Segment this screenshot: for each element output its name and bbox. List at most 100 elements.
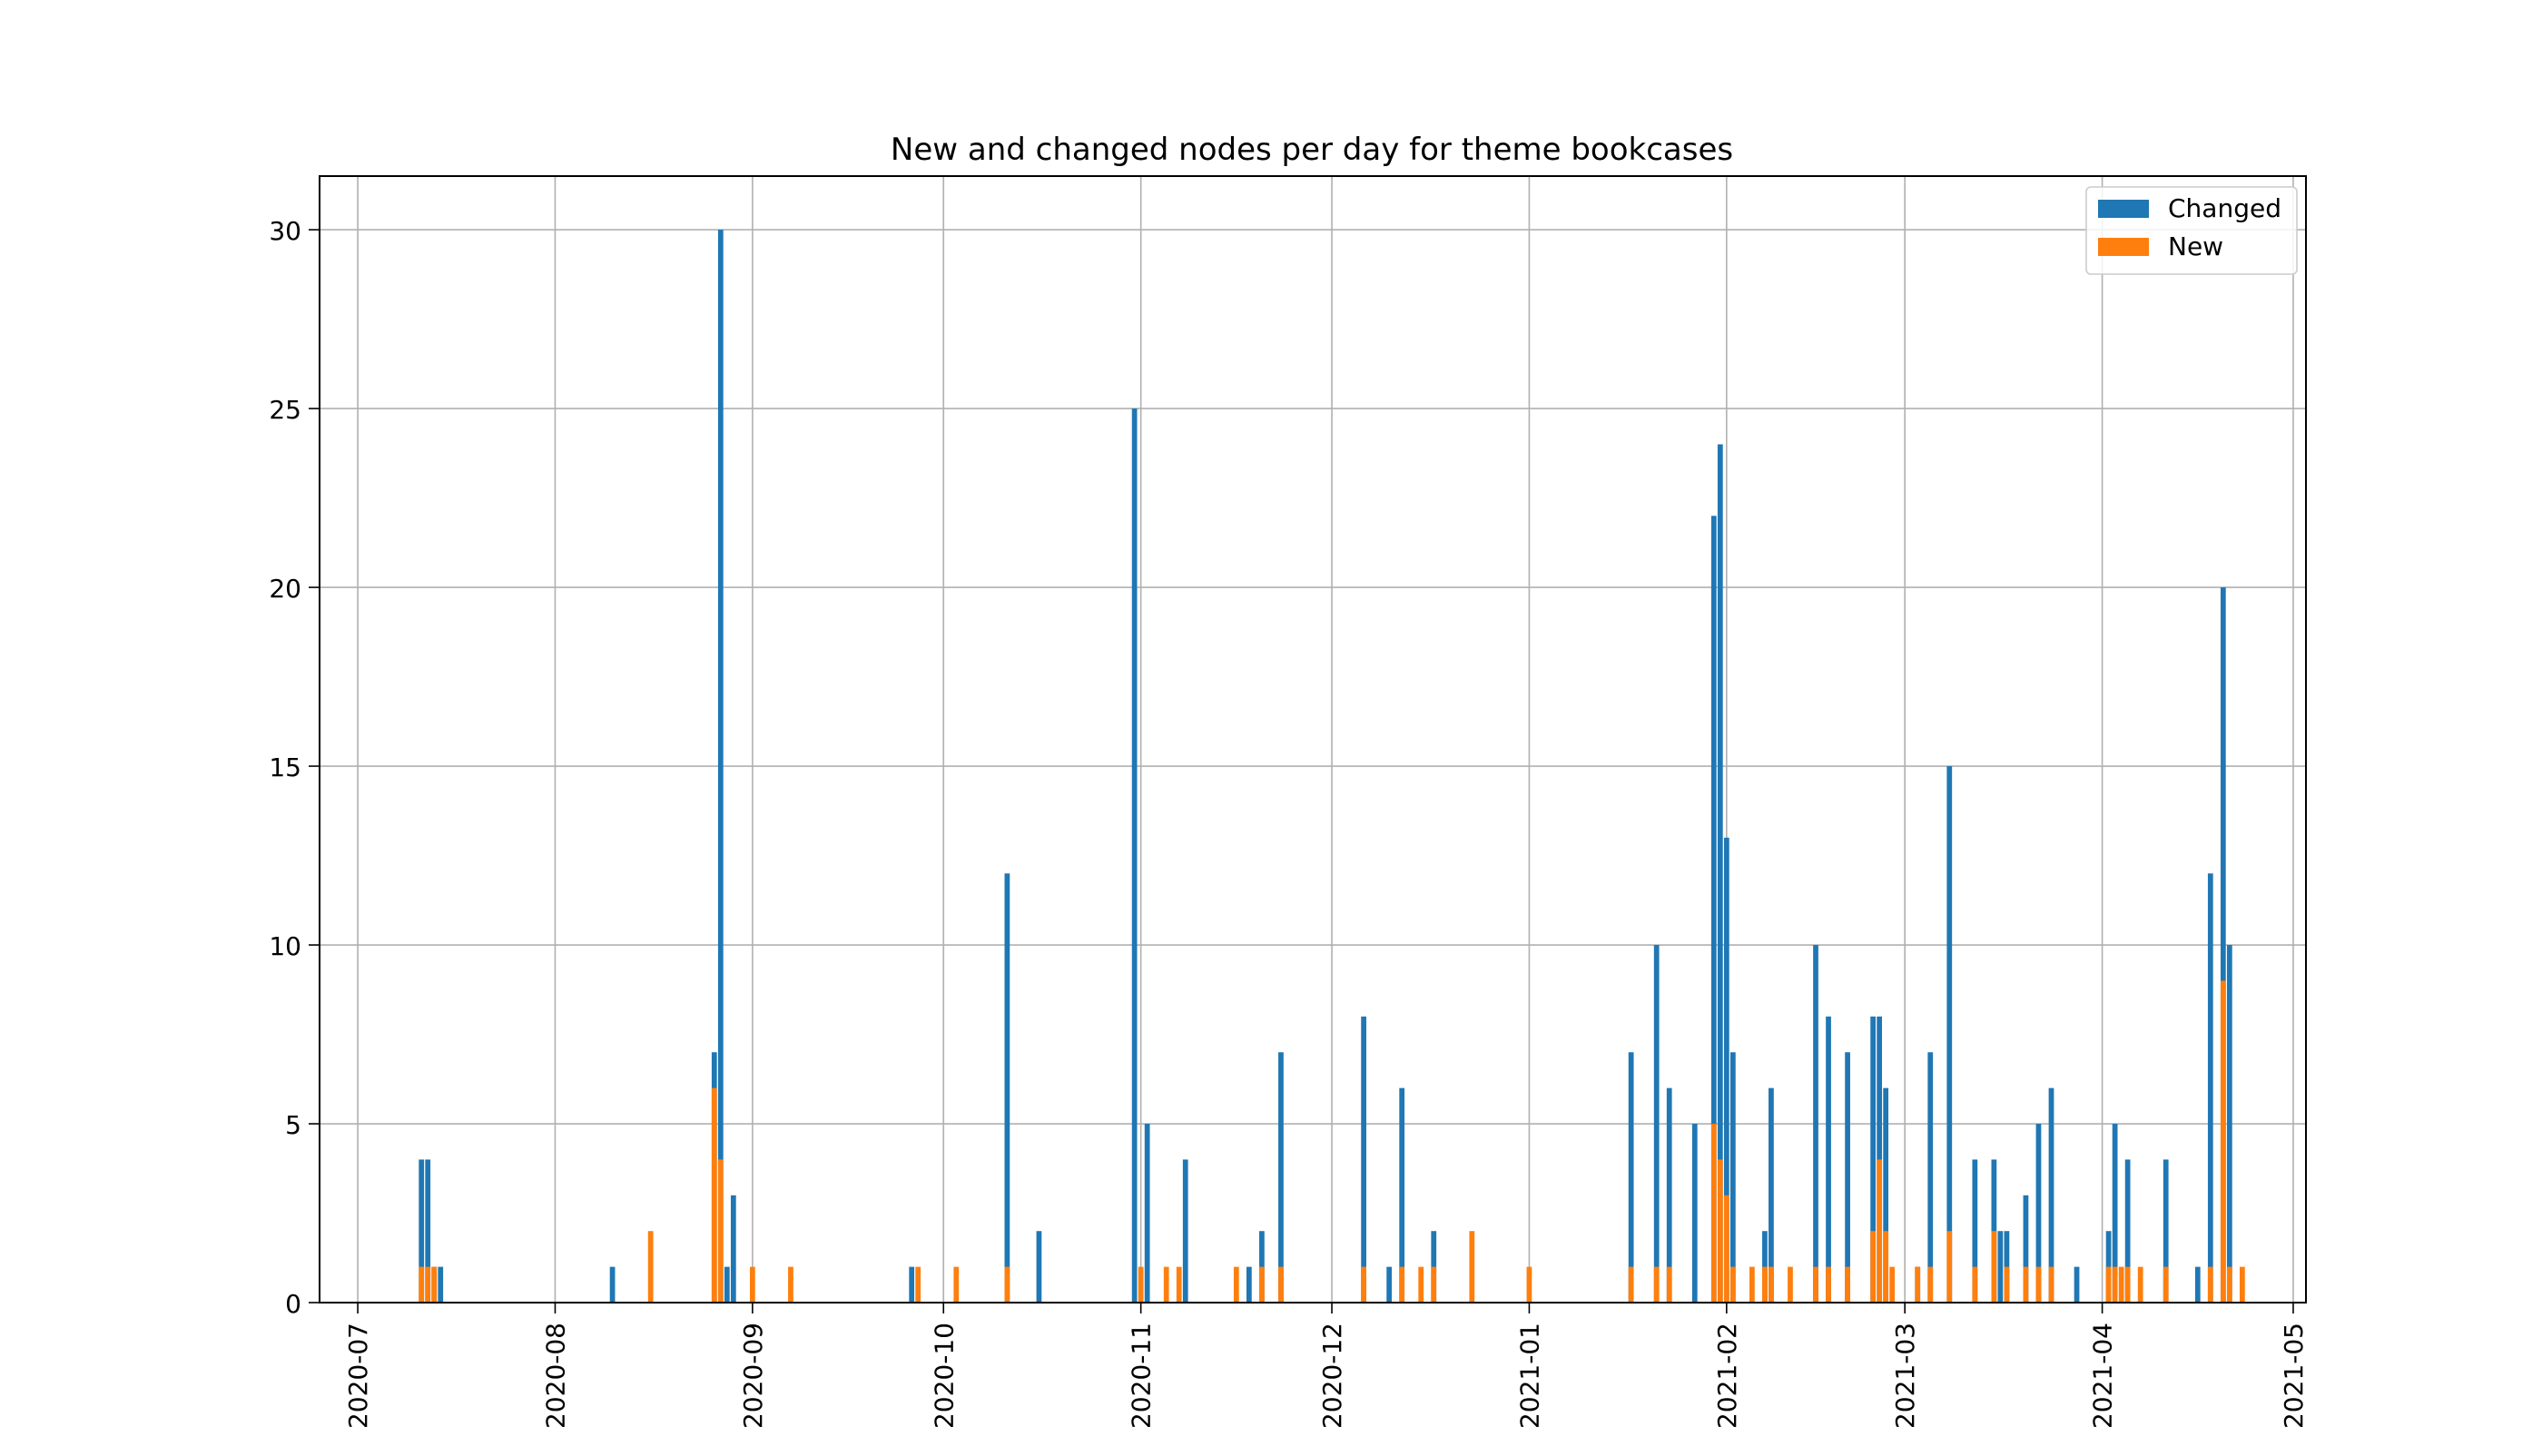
bar-new — [431, 1266, 438, 1303]
bar-new — [1233, 1266, 1239, 1303]
bar-changed — [2220, 587, 2226, 1303]
bar-new — [1946, 1231, 1953, 1303]
bar-new — [2124, 1266, 2131, 1303]
x-tick-label: 2020-12 — [1317, 1323, 1347, 1429]
bar-changed — [2112, 1124, 2118, 1303]
legend-swatch-new — [2098, 238, 2149, 256]
y-tick-label: 5 — [285, 1110, 301, 1140]
bar-new — [1469, 1231, 1475, 1303]
bar-changed — [1246, 1266, 1252, 1303]
bar-new — [915, 1266, 921, 1303]
y-tick-label: 10 — [269, 931, 301, 961]
x-tick-label: 2021-05 — [2279, 1323, 2309, 1429]
bar-new — [1813, 1266, 1818, 1303]
bar-new — [419, 1266, 425, 1303]
bar-new — [1361, 1266, 1366, 1303]
legend-label-new: New — [2168, 231, 2223, 261]
bar-changed — [2226, 945, 2232, 1303]
y-tick-label: 20 — [269, 574, 301, 604]
bar-new — [1826, 1266, 1831, 1303]
bar-new — [1991, 1231, 1997, 1303]
bar-changed — [2023, 1195, 2029, 1303]
bar-new — [2137, 1266, 2143, 1303]
bar-new — [1004, 1266, 1010, 1303]
legend: Changed New — [2085, 186, 2298, 275]
bar-changed — [1946, 766, 1953, 1303]
plot-frame — [319, 175, 2307, 1304]
bar-new — [1788, 1266, 1793, 1303]
bar-changed — [1769, 1087, 1774, 1303]
bar-new — [1927, 1266, 1934, 1303]
x-tick-label: 2021-01 — [1514, 1323, 1544, 1429]
bar-new — [1729, 1266, 1736, 1303]
bar-new — [647, 1231, 654, 1303]
bar-new — [2048, 1266, 2054, 1303]
bar-new — [1176, 1266, 1182, 1303]
bar-new — [1769, 1266, 1774, 1303]
bar-new — [1666, 1266, 1672, 1303]
bar-changed — [2207, 873, 2213, 1303]
bar-new — [1163, 1266, 1169, 1303]
bar-new — [2220, 980, 2226, 1303]
y-tick-label: 15 — [269, 753, 301, 782]
bar-changed — [1399, 1087, 1405, 1303]
bar-new — [2118, 1266, 2124, 1303]
bar-new — [1628, 1266, 1634, 1303]
y-tick-label: 30 — [269, 216, 301, 246]
bar-changed — [1997, 1231, 2004, 1303]
bar-changed — [2124, 1159, 2131, 1303]
bar-changed — [1883, 1087, 1889, 1303]
bar-new — [425, 1266, 431, 1303]
bar-new — [1418, 1266, 1424, 1303]
bar-new — [1399, 1266, 1405, 1303]
bar-changed — [1182, 1159, 1188, 1303]
x-tick-label: 2020-08 — [540, 1323, 570, 1429]
bar-changed — [2035, 1124, 2042, 1303]
bar-new — [2207, 1266, 2213, 1303]
bar-changed — [1826, 1016, 1831, 1303]
bar-changed — [1870, 1016, 1877, 1303]
bar-changed — [2074, 1266, 2080, 1303]
bar-new — [1972, 1266, 1978, 1303]
bar-changed — [1628, 1052, 1634, 1303]
y-tick-label: 0 — [285, 1289, 301, 1319]
x-tick-label: 2020-09 — [738, 1323, 768, 1429]
legend-swatch-changed — [2098, 200, 2149, 218]
bar-changed — [1813, 945, 1818, 1303]
bar-new — [2023, 1266, 2029, 1303]
bar-changed — [724, 1266, 730, 1303]
bar-new — [2112, 1266, 2118, 1303]
bar-new — [1431, 1266, 1437, 1303]
bar-changed — [1927, 1052, 1934, 1303]
bar-changed — [2163, 1159, 2169, 1303]
bar-changed — [1972, 1159, 1978, 1303]
bar-new — [788, 1266, 793, 1303]
bar-new — [1723, 1195, 1729, 1303]
bar-new — [1653, 1266, 1660, 1303]
x-tick-label: 2021-03 — [1890, 1323, 1920, 1429]
grid-lines — [320, 176, 2306, 1304]
bar-changed — [717, 230, 724, 1304]
bar-new — [1762, 1266, 1768, 1303]
bar-changed — [1710, 516, 1717, 1303]
bar-changed — [1717, 444, 1723, 1303]
bar-new — [1889, 1266, 1896, 1303]
bar-new — [2239, 1266, 2245, 1303]
chart-title: New and changed nodes per day for theme … — [891, 132, 1733, 168]
bar-new — [2035, 1266, 2042, 1303]
bar-new — [953, 1266, 960, 1303]
bar-new — [1278, 1266, 1284, 1303]
bar-new — [1259, 1266, 1265, 1303]
bar-new — [2163, 1266, 2169, 1303]
bar-changed — [1386, 1266, 1393, 1303]
x-tick-label: 2020-11 — [1127, 1323, 1157, 1429]
bar-changed — [1723, 837, 1729, 1303]
bar-new — [1845, 1266, 1850, 1303]
bar-new — [717, 1159, 724, 1303]
bar-new — [1870, 1231, 1877, 1303]
x-tick-label: 2021-02 — [1712, 1323, 1742, 1429]
bar-changed — [1729, 1052, 1736, 1303]
x-axis: 2020-07 2020-08 2020-09 2020-10 2020-11 2020-… — [343, 1303, 2309, 1429]
bar-changed — [2048, 1087, 2054, 1303]
